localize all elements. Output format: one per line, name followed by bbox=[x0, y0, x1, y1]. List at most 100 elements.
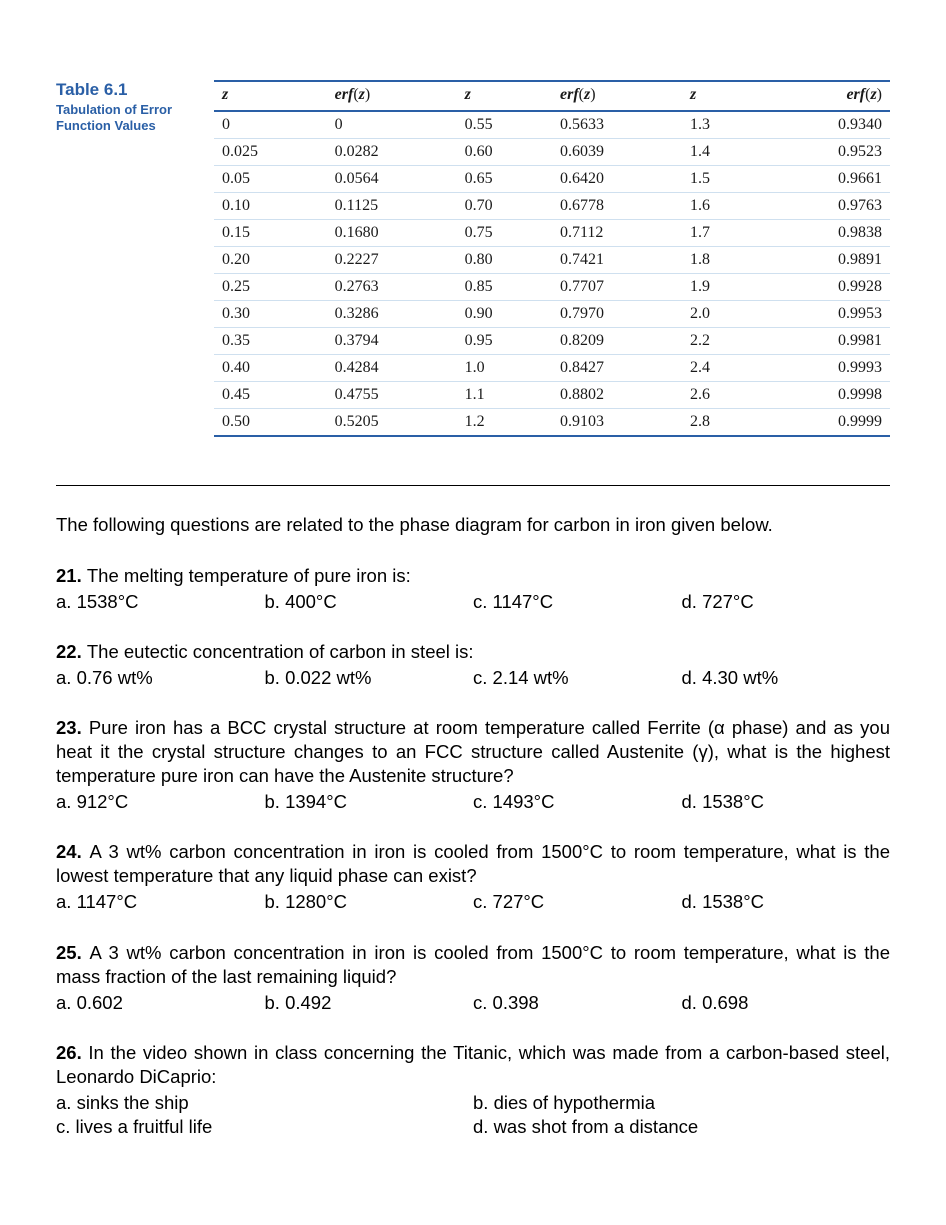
erf-header-cell: erf(z) bbox=[327, 81, 457, 111]
table-cell: 0.90 bbox=[457, 301, 552, 328]
question-option: c. 0.398 bbox=[473, 991, 682, 1015]
table-cell: 0.7707 bbox=[552, 274, 682, 301]
table-caption: Tabulation of Error Function Values bbox=[56, 102, 196, 135]
table-cell: 0.05 bbox=[214, 166, 327, 193]
table-cell: 0.30 bbox=[214, 301, 327, 328]
erf-header-cell: erf(z) bbox=[760, 81, 890, 111]
question-option: a. 1538°C bbox=[56, 590, 265, 614]
question-text: 21. The melting temperature of pure iron… bbox=[56, 564, 890, 588]
table-cell: 0.2227 bbox=[327, 247, 457, 274]
question-text: 26. In the video shown in class concerni… bbox=[56, 1041, 890, 1089]
table-cell: 0.9993 bbox=[760, 355, 890, 382]
table-row: 0.300.32860.900.79702.00.9953 bbox=[214, 301, 890, 328]
table-cell: 0.7421 bbox=[552, 247, 682, 274]
table-cell: 0.0282 bbox=[327, 139, 457, 166]
table-cell: 2.6 bbox=[682, 382, 760, 409]
question-option: d. 727°C bbox=[682, 590, 891, 614]
table-cell: 1.6 bbox=[682, 193, 760, 220]
table-cell: 0.20 bbox=[214, 247, 327, 274]
erf-header-cell: erf(z) bbox=[552, 81, 682, 111]
table-cell: 1.4 bbox=[682, 139, 760, 166]
divider bbox=[56, 485, 890, 486]
table-cell: 0.55 bbox=[457, 111, 552, 139]
table-cell: 0.9340 bbox=[760, 111, 890, 139]
question-options: a. 1147°Cb. 1280°Cc. 727°Cd. 1538°C bbox=[56, 890, 890, 914]
table-cell: 0.9661 bbox=[760, 166, 890, 193]
erf-table-body: 000.550.56331.30.93400.0250.02820.600.60… bbox=[214, 111, 890, 436]
table-row: 0.200.22270.800.74211.80.9891 bbox=[214, 247, 890, 274]
question-option: d. 0.698 bbox=[682, 991, 891, 1015]
question: 25. A 3 wt% carbon concentration in iron… bbox=[56, 941, 890, 1015]
question-number: 22. bbox=[56, 641, 87, 662]
table-cell: 0.65 bbox=[457, 166, 552, 193]
question-option: b. 400°C bbox=[265, 590, 474, 614]
table-cell: 0.85 bbox=[457, 274, 552, 301]
question-option: d. 1538°C bbox=[682, 790, 891, 814]
question-option: a. 0.76 wt% bbox=[56, 666, 265, 690]
question-number: 24. bbox=[56, 841, 89, 862]
question: 21. The melting temperature of pure iron… bbox=[56, 564, 890, 614]
table-label: Table 6.1 Tabulation of Error Function V… bbox=[56, 80, 196, 135]
question-option: a. 1147°C bbox=[56, 890, 265, 914]
table-cell: 0.75 bbox=[457, 220, 552, 247]
table-row: 0.350.37940.950.82092.20.9981 bbox=[214, 328, 890, 355]
table-cell: 0.0564 bbox=[327, 166, 457, 193]
table-cell: 0.7970 bbox=[552, 301, 682, 328]
question-option: b. 0.492 bbox=[265, 991, 474, 1015]
table-cell: 0.025 bbox=[214, 139, 327, 166]
question-text: 25. A 3 wt% carbon concentration in iron… bbox=[56, 941, 890, 989]
table-cell: 0.4284 bbox=[327, 355, 457, 382]
table-cell: 0 bbox=[214, 111, 327, 139]
intro-text: The following questions are related to t… bbox=[56, 514, 890, 536]
table-row: 0.0250.02820.600.60391.40.9523 bbox=[214, 139, 890, 166]
question-option: b. 1280°C bbox=[265, 890, 474, 914]
table-cell: 0.9928 bbox=[760, 274, 890, 301]
table-cell: 0.1680 bbox=[327, 220, 457, 247]
table-row: 0.050.05640.650.64201.50.9661 bbox=[214, 166, 890, 193]
question-number: 26. bbox=[56, 1042, 88, 1063]
question: 23. Pure iron has a BCC crystal structur… bbox=[56, 716, 890, 814]
erf-table-head: zerf(z)zerf(z)zerf(z) bbox=[214, 81, 890, 111]
question-number: 25. bbox=[56, 942, 89, 963]
table-row: 0.150.16800.750.71121.70.9838 bbox=[214, 220, 890, 247]
table-cell: 0.2763 bbox=[327, 274, 457, 301]
erf-header-cell: z bbox=[682, 81, 760, 111]
question-option: d. 4.30 wt% bbox=[682, 666, 891, 690]
table-cell: 0.8209 bbox=[552, 328, 682, 355]
question-options: a. 1538°Cb. 400°Cc. 1147°Cd. 727°C bbox=[56, 590, 890, 614]
question-options: a. 912°Cb. 1394°Cc. 1493°Cd. 1538°C bbox=[56, 790, 890, 814]
table-cell: 0.60 bbox=[457, 139, 552, 166]
table-cell: 0.8427 bbox=[552, 355, 682, 382]
table-cell: 0.4755 bbox=[327, 382, 457, 409]
table-cell: 1.3 bbox=[682, 111, 760, 139]
table-cell: 0.3286 bbox=[327, 301, 457, 328]
question: 22. The eutectic concentration of carbon… bbox=[56, 640, 890, 690]
table-cell: 0 bbox=[327, 111, 457, 139]
questions-section: 21. The melting temperature of pure iron… bbox=[56, 564, 890, 1139]
table-cell: 0.9763 bbox=[760, 193, 890, 220]
table-cell: 0.6039 bbox=[552, 139, 682, 166]
table-cell: 0.3794 bbox=[327, 328, 457, 355]
question-option: a. 912°C bbox=[56, 790, 265, 814]
table-cell: 0.9838 bbox=[760, 220, 890, 247]
table-cell: 2.8 bbox=[682, 409, 760, 437]
question-option: c. 2.14 wt% bbox=[473, 666, 682, 690]
question-option: c. 1493°C bbox=[473, 790, 682, 814]
table-cell: 0.6778 bbox=[552, 193, 682, 220]
table-cell: 0.9523 bbox=[760, 139, 890, 166]
table-row: 0.400.42841.00.84272.40.9993 bbox=[214, 355, 890, 382]
table-cell: 0.5633 bbox=[552, 111, 682, 139]
question-options: a. 0.602b. 0.492c. 0.398d. 0.698 bbox=[56, 991, 890, 1015]
table-cell: 0.9103 bbox=[552, 409, 682, 437]
question: 26. In the video shown in class concerni… bbox=[56, 1041, 890, 1139]
table-cell: 0.6420 bbox=[552, 166, 682, 193]
table-cell: 0.10 bbox=[214, 193, 327, 220]
question-option: a. 0.602 bbox=[56, 991, 265, 1015]
table-row: 0.450.47551.10.88022.60.9998 bbox=[214, 382, 890, 409]
erf-header-cell: z bbox=[457, 81, 552, 111]
table-cell: 0.70 bbox=[457, 193, 552, 220]
table-cell: 0.15 bbox=[214, 220, 327, 247]
question-option: d. was shot from a distance bbox=[473, 1115, 890, 1139]
question-number: 21. bbox=[56, 565, 87, 586]
table-cell: 0.95 bbox=[457, 328, 552, 355]
